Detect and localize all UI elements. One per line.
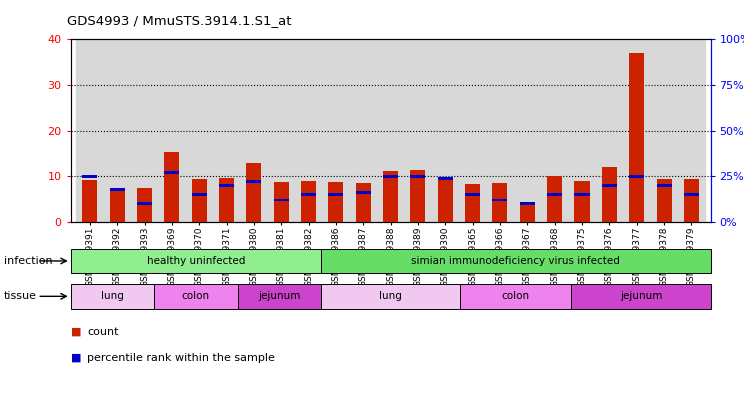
Bar (356, 183, 371, 222)
Bar (629, 175, 644, 178)
Bar (513, 39, 541, 222)
Text: percentile rank within the sample: percentile rank within the sample (87, 353, 275, 363)
Text: count: count (87, 327, 118, 337)
Bar (629, 53, 644, 222)
Bar (103, 39, 131, 222)
Bar (437, 177, 453, 180)
Bar (83, 175, 97, 178)
Text: tissue: tissue (4, 291, 36, 301)
Bar (656, 179, 672, 222)
Bar (602, 184, 617, 187)
Bar (268, 39, 295, 222)
Bar (571, 284, 711, 309)
Bar (240, 39, 268, 222)
Bar (321, 284, 460, 309)
Bar (154, 284, 237, 309)
Bar (383, 171, 398, 222)
Bar (493, 183, 507, 222)
Text: jejunum: jejunum (258, 291, 301, 301)
Bar (547, 193, 562, 196)
Bar (465, 193, 480, 196)
Bar (574, 193, 589, 196)
Bar (356, 191, 371, 194)
Bar (520, 202, 535, 205)
Bar (460, 284, 571, 309)
Bar (493, 199, 507, 202)
Text: GDS4993 / MmuSTS.3914.1.S1_at: GDS4993 / MmuSTS.3914.1.S1_at (67, 14, 292, 27)
Bar (109, 190, 125, 222)
Bar (131, 39, 158, 222)
Text: infection: infection (4, 256, 52, 266)
Bar (274, 182, 289, 222)
Bar (547, 176, 562, 222)
Text: simian immunodeficiency virus infected: simian immunodeficiency virus infected (411, 256, 620, 266)
Bar (568, 39, 596, 222)
Bar (684, 179, 699, 222)
Bar (71, 249, 321, 273)
Text: lung: lung (101, 291, 124, 301)
Bar (137, 188, 152, 222)
Text: ■: ■ (71, 353, 81, 363)
Bar (192, 193, 207, 196)
Bar (274, 199, 289, 202)
Bar (383, 175, 398, 178)
Bar (404, 39, 432, 222)
Text: healthy uninfected: healthy uninfected (147, 256, 245, 266)
Bar (328, 182, 344, 222)
Bar (623, 39, 650, 222)
Bar (328, 193, 344, 196)
Bar (411, 169, 426, 222)
Bar (164, 171, 179, 174)
Bar (213, 39, 240, 222)
Bar (465, 184, 480, 222)
Bar (76, 39, 103, 222)
Bar (487, 39, 513, 222)
Bar (432, 39, 459, 222)
Bar (246, 180, 261, 183)
Bar (574, 181, 589, 222)
Bar (158, 39, 185, 222)
Bar (71, 284, 154, 309)
Bar (295, 39, 322, 222)
Bar (602, 167, 617, 222)
Bar (137, 202, 152, 205)
Bar (109, 188, 125, 191)
Text: colon: colon (501, 291, 530, 301)
Bar (219, 178, 234, 222)
Bar (237, 284, 321, 309)
Bar (437, 178, 453, 222)
Bar (678, 39, 705, 222)
Bar (350, 39, 377, 222)
Bar (192, 179, 207, 222)
Text: lung: lung (379, 291, 402, 301)
Bar (520, 204, 535, 222)
Bar (650, 39, 678, 222)
Bar (541, 39, 568, 222)
Bar (377, 39, 404, 222)
Text: ■: ■ (71, 327, 81, 337)
Bar (322, 39, 350, 222)
Bar (411, 175, 426, 178)
Bar (459, 39, 487, 222)
Bar (596, 39, 623, 222)
Bar (301, 193, 316, 196)
Bar (246, 163, 261, 222)
Bar (219, 184, 234, 187)
Bar (185, 39, 213, 222)
Text: jejunum: jejunum (620, 291, 662, 301)
Bar (301, 181, 316, 222)
Bar (321, 249, 711, 273)
Bar (83, 180, 97, 222)
Bar (684, 193, 699, 196)
Text: colon: colon (182, 291, 210, 301)
Bar (656, 184, 672, 187)
Bar (164, 152, 179, 222)
